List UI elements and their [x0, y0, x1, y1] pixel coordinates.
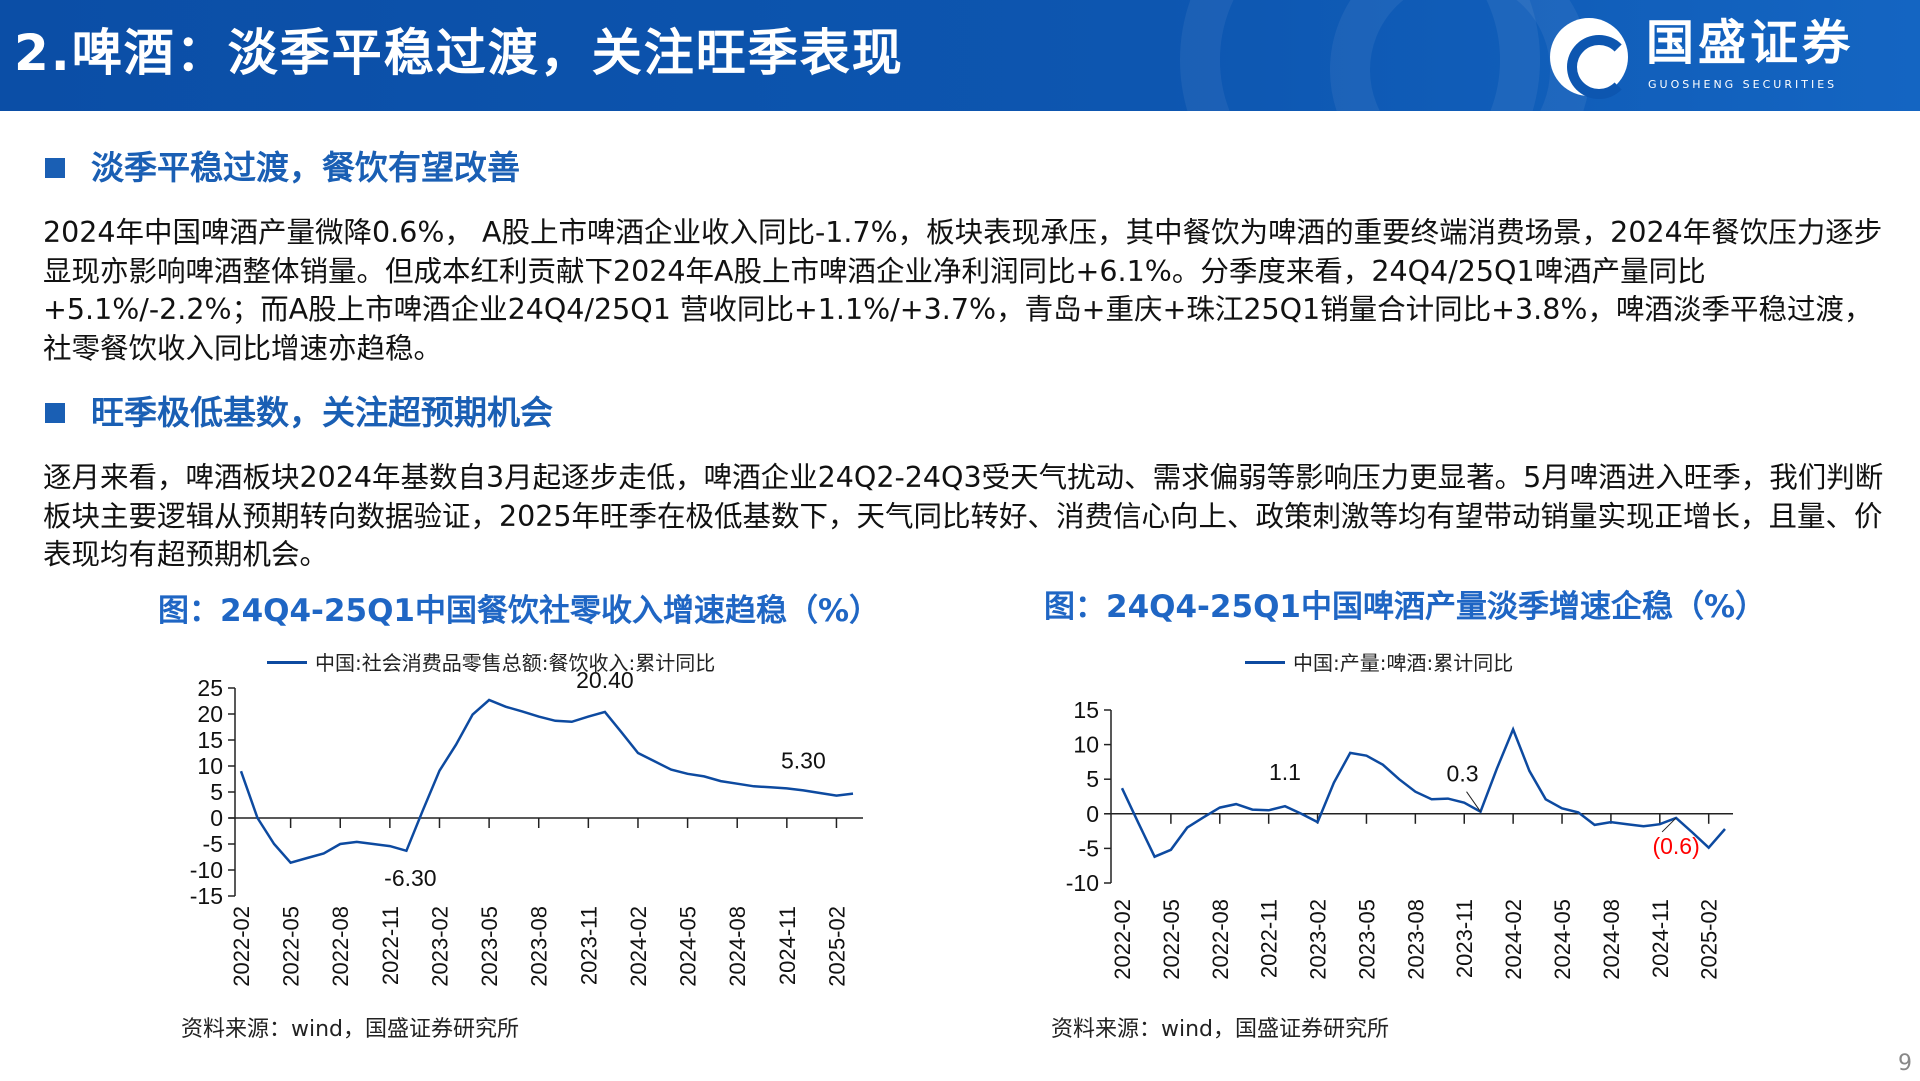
data-label: 0.3 [1447, 760, 1479, 786]
x-tick-label: 2024-02 [1501, 899, 1526, 980]
data-label: 20.40 [576, 666, 634, 692]
annotation-leader [1466, 790, 1481, 812]
x-tick-label: 2024-08 [1599, 899, 1624, 980]
legend-line-icon [1245, 661, 1285, 664]
x-tick-label: 2023-02 [1306, 899, 1331, 980]
y-tick-label: 10 [197, 753, 223, 779]
x-tick-label: 2023-11 [576, 906, 601, 985]
legend-label: 中国:产量:啤酒:累计同比 [1293, 650, 1514, 675]
chart-source-left: 资料来源：wind，国盛证券研究所 [181, 1016, 520, 1042]
y-tick-label: -5 [1079, 835, 1099, 861]
y-tick-label: 20 [197, 701, 223, 727]
x-tick-label: 2022-08 [328, 906, 353, 987]
y-tick-label: -10 [190, 857, 223, 883]
annotation-leader [1661, 817, 1677, 832]
x-tick-label: 2022-05 [1159, 899, 1184, 980]
x-tick-label: 2022-05 [279, 906, 304, 987]
series-line [239, 698, 854, 864]
x-tick-label: 2025-02 [824, 906, 849, 987]
chart-source-right: 资料来源：wind，国盛证券研究所 [1051, 1016, 1390, 1042]
section-paragraph-2: 逐月来看，啤酒板块2024年基数自3月起逐步走低，啤酒企业24Q2-24Q3受天… [43, 461, 1884, 571]
chart-title-left: 图：24Q4-25Q1中国餐饮社零收入增速趋稳（%） [158, 592, 881, 629]
x-tick-label: 2023-02 [427, 906, 452, 987]
x-tick-label: 2024-05 [1550, 899, 1575, 980]
section-heading-1: 淡季平稳过渡，餐饮有望改善 [45, 148, 1888, 188]
y-tick-label: 25 [197, 675, 223, 701]
section-heading-2: 旺季极低基数，关注超预期机会 [45, 393, 1888, 433]
y-tick-label: 5 [210, 779, 223, 805]
y-tick-label: -15 [190, 883, 223, 909]
x-tick-label: 2024-08 [725, 906, 750, 987]
legend-label: 中国:社会消费品零售总额:餐饮收入:累计同比 [315, 650, 716, 675]
y-tick-label: 0 [210, 805, 223, 831]
y-tick-label: 5 [1086, 766, 1099, 792]
y-tick-label: 0 [1086, 800, 1099, 826]
page-title: 2.啤酒：淡季平稳过渡，关注旺季表现 [14, 24, 904, 82]
x-tick-label: 2024-11 [775, 906, 800, 985]
header-bar: 2.啤酒：淡季平稳过渡，关注旺季表现 国盛证券 GUOSHENG SECURIT… [0, 0, 1920, 111]
data-label: (0.6) [1652, 832, 1699, 858]
y-tick-label: -10 [1066, 870, 1099, 896]
legend-line-icon [267, 661, 307, 664]
x-tick-label: 2022-02 [229, 906, 254, 987]
data-label: 1.1 [1269, 759, 1301, 785]
x-tick-label: 2022-02 [1110, 899, 1135, 980]
x-tick-label: 2022-08 [1208, 899, 1233, 980]
page-number: 9 [1898, 1050, 1912, 1076]
chart-legend-right: 中国:产量:啤酒:累计同比 [1245, 651, 1513, 675]
section-heading-text: 旺季极低基数，关注超预期机会 [91, 393, 553, 432]
company-logo: 国盛证券 GUOSHENG SECURITIES [1550, 14, 1910, 104]
section-heading-text: 淡季平稳过渡，餐饮有望改善 [91, 148, 520, 187]
y-tick-label: 15 [1073, 697, 1099, 723]
logo-text: 国盛证券 [1646, 15, 1855, 71]
main-content: 淡季平稳过渡，餐饮有望改善 2024年中国啤酒产量微降0.6%， A股上市啤酒企… [0, 111, 1920, 575]
x-tick-label: 2024-02 [626, 906, 651, 987]
y-tick-label: 10 [1073, 731, 1099, 757]
x-tick-label: 2022-11 [1257, 899, 1282, 978]
x-tick-label: 2024-05 [676, 906, 701, 987]
x-tick-label: 2023-05 [477, 906, 502, 987]
y-tick-label: 15 [197, 727, 223, 753]
charts-area: 图：24Q4-25Q1中国餐饮社零收入增速趋稳（%） 图：24Q4-25Q1中国… [0, 575, 1920, 1081]
series-line [1120, 725, 1726, 858]
y-tick-label: -5 [203, 831, 223, 857]
x-tick-label: 2023-05 [1354, 899, 1379, 980]
chart-title-right: 图：24Q4-25Q1中国啤酒产量淡季增速企稳（%） [1044, 588, 1767, 625]
x-tick-label: 2025-02 [1697, 899, 1722, 980]
x-tick-label: 2023-11 [1452, 899, 1477, 978]
logo-subtext: GUOSHENG SECURITIES [1648, 78, 1838, 91]
data-label: 5.30 [781, 747, 826, 773]
logo-icon [1550, 18, 1631, 99]
square-bullet-icon [45, 158, 65, 178]
x-tick-label: 2022-11 [378, 906, 403, 985]
x-tick-label: 2024-11 [1648, 899, 1673, 978]
x-tick-label: 2023-08 [527, 906, 552, 987]
x-tick-label: 2023-08 [1403, 899, 1428, 980]
section-paragraph-1: 2024年中国啤酒产量微降0.6%， A股上市啤酒企业收入同比-1.7%，板块表… [43, 216, 1883, 365]
data-label: -6.30 [384, 864, 436, 890]
square-bullet-icon [45, 403, 65, 423]
chart-legend-left: 中国:社会消费品零售总额:餐饮收入:累计同比 [267, 651, 715, 675]
